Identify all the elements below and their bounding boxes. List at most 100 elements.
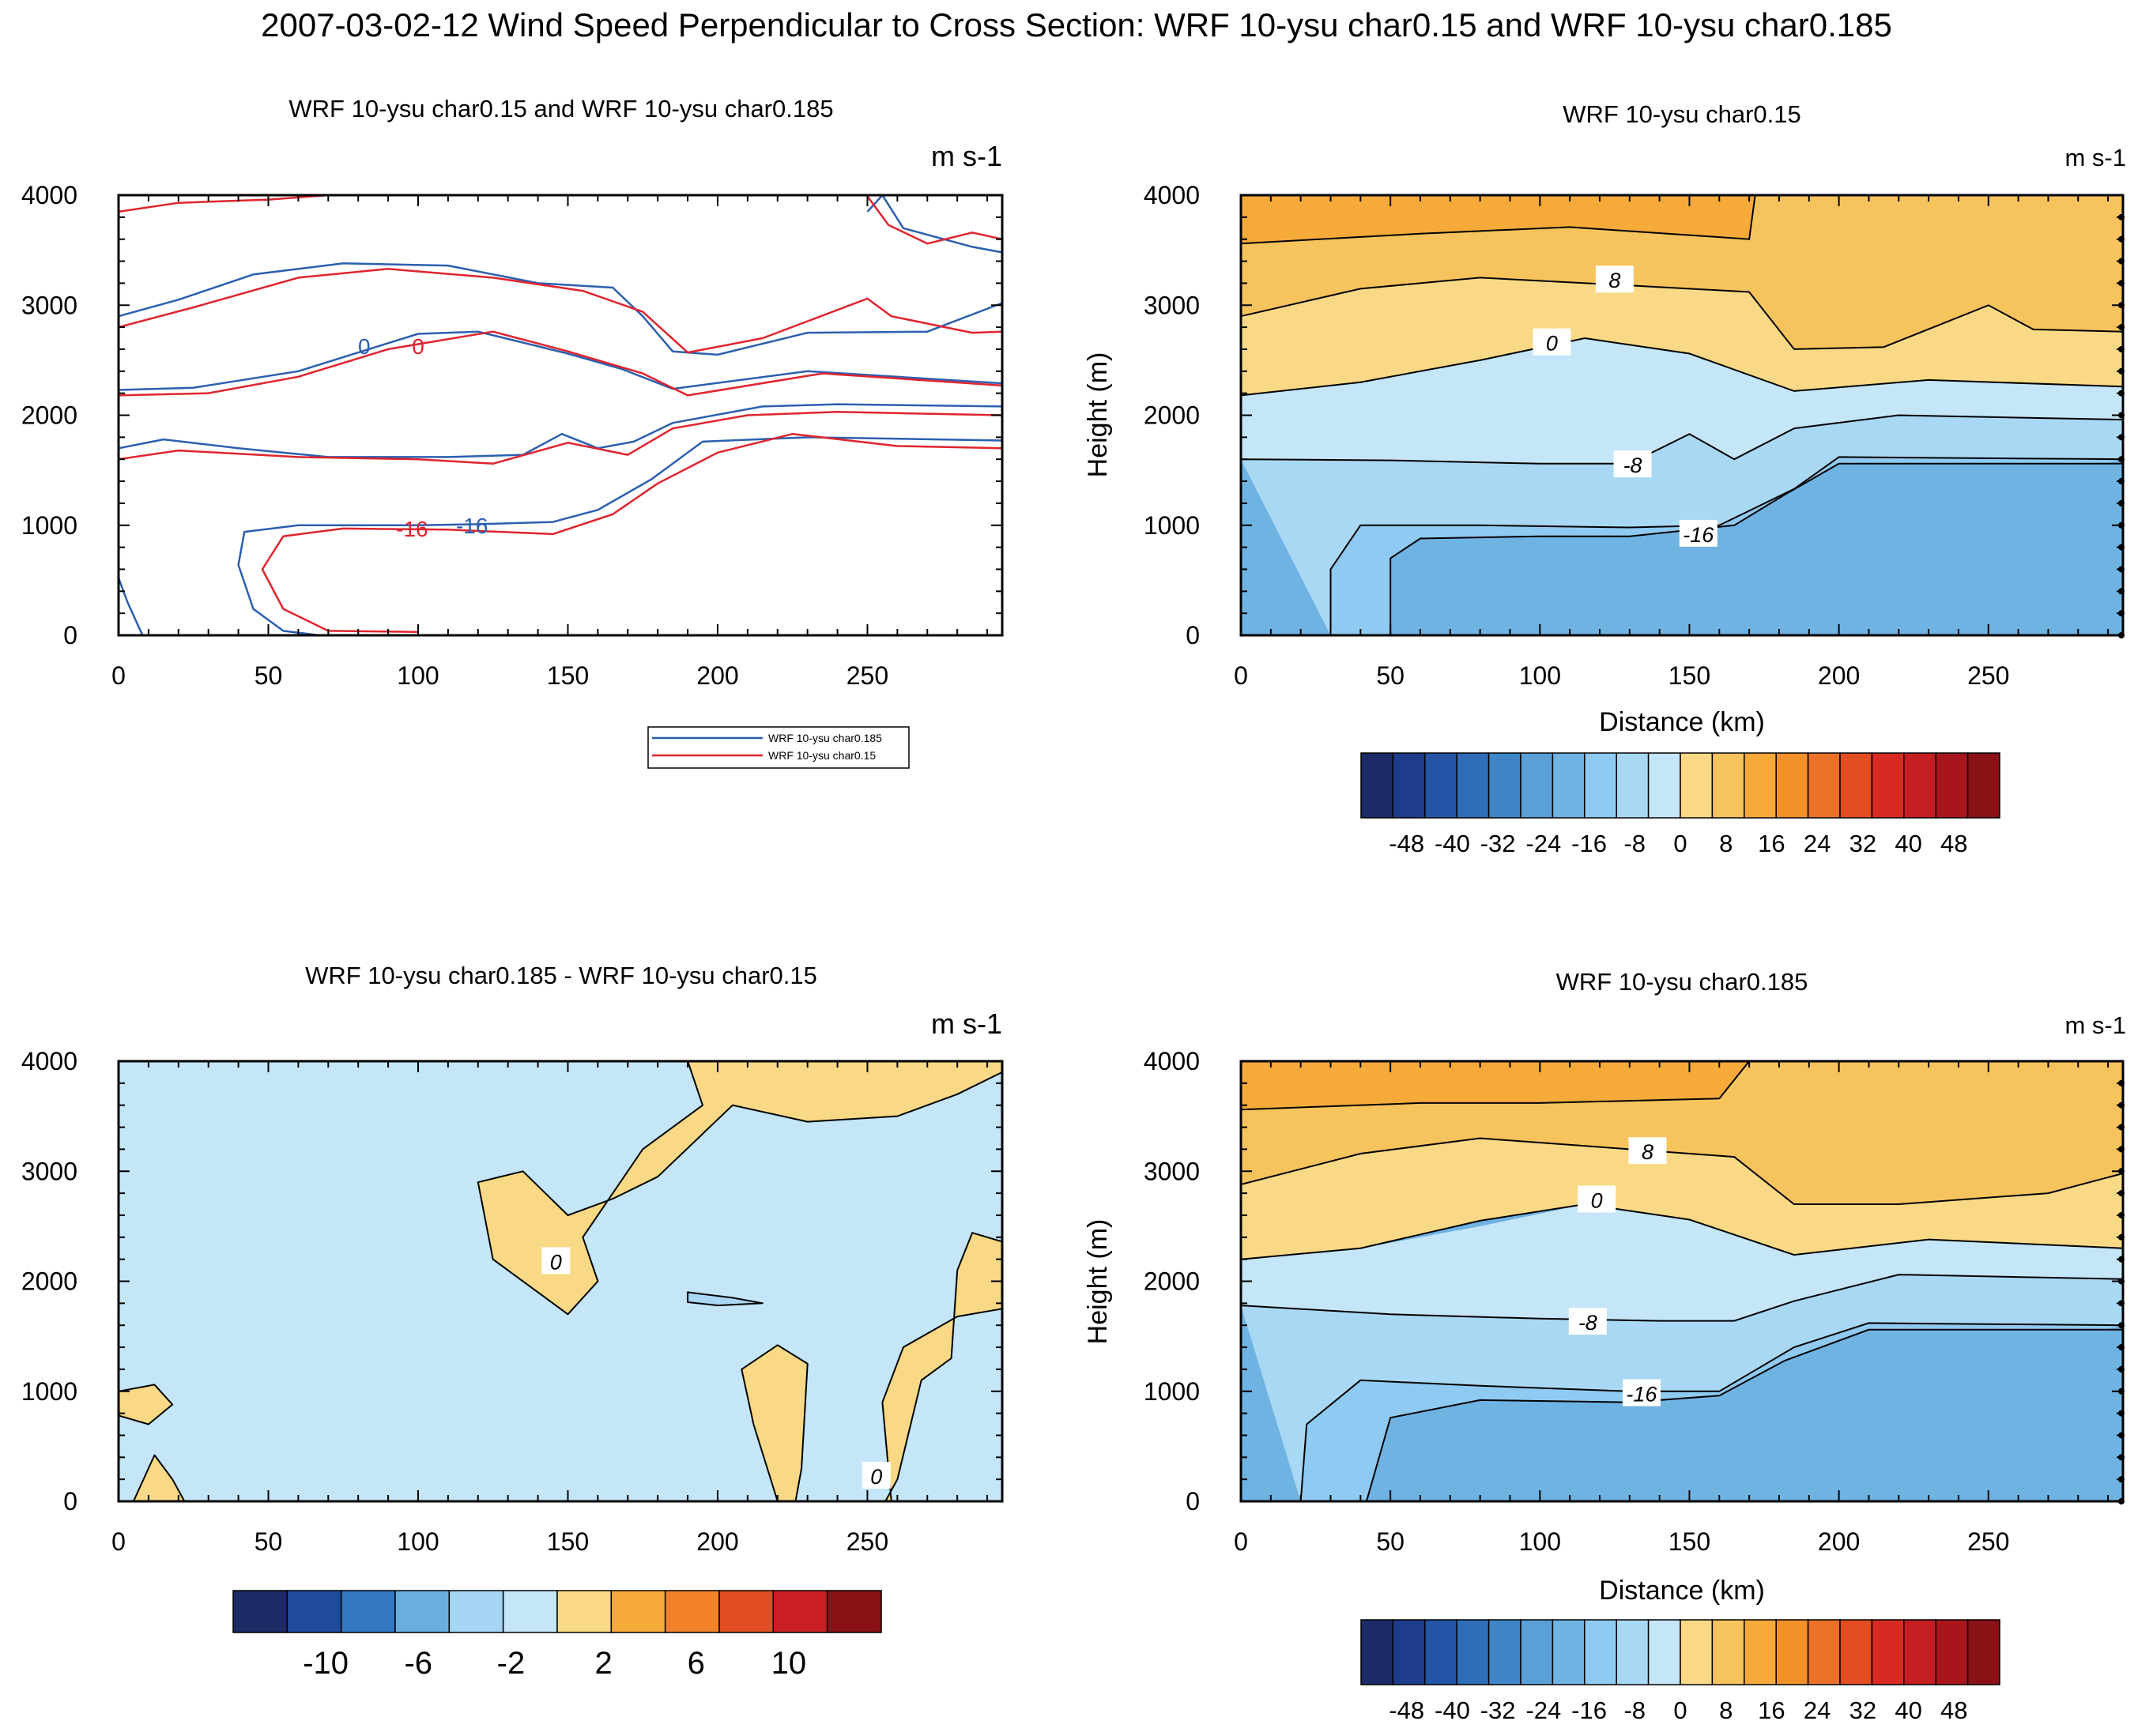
contour-labels: 00 (541, 1247, 891, 1489)
colorbar-cell (1711, 752, 1745, 819)
colorbar-cell (1616, 752, 1650, 819)
colorbar-cell (1424, 752, 1457, 819)
contour-line (261, 432, 1003, 634)
colorbar-cell (1552, 752, 1586, 819)
contour-label-bg (541, 1247, 571, 1275)
contour-band (1241, 1275, 2123, 1501)
contour-region (881, 1232, 1003, 1502)
colorbar-cell (286, 1590, 342, 1633)
colorbar-label: 16 (1758, 1696, 1785, 1724)
x-tick-label: 0 (111, 1527, 126, 1556)
legend-box (647, 726, 910, 769)
contour-line (1240, 337, 2124, 397)
colorbar-label: -48 (1389, 830, 1424, 857)
y-tick-label: 3000 (1144, 1157, 1200, 1185)
contour-band (1241, 1204, 2123, 1321)
contour-label: -8 (1623, 454, 1642, 477)
colorbar-cell (1966, 1619, 2000, 1685)
contour-label: -16 (1626, 1383, 1657, 1406)
contour-label: -16 (396, 517, 428, 541)
colorbar-cell (1903, 752, 1936, 819)
contour-line (866, 195, 1003, 245)
contour-line (1240, 1137, 2124, 1205)
colorbar-cell (502, 1590, 558, 1633)
colorbar-cell (826, 1590, 882, 1633)
x-tick-label: 150 (1668, 1527, 1710, 1556)
units-label: m s-1 (2065, 144, 2127, 171)
colorbar-cell (1360, 1619, 1394, 1685)
colorbar-label: -24 (1525, 830, 1561, 857)
contour-label-bg (1595, 265, 1634, 293)
colorbar-label: 0 (1673, 1696, 1687, 1724)
colorbar-cell (1775, 752, 1809, 819)
colorbar-cell (1935, 1619, 1969, 1685)
colorbar-cell (1520, 1619, 1554, 1685)
colorbar-cell (1520, 752, 1554, 819)
contour-label-bg (1679, 519, 1717, 547)
y-tick-label: 2000 (1144, 401, 1200, 430)
x-tick-label: 50 (1376, 661, 1405, 690)
contour-band (1366, 1329, 2123, 1501)
x-tick-label: 100 (397, 1527, 439, 1556)
y-tick-label: 1000 (1144, 1377, 1200, 1406)
x-tick-label: 0 (1234, 1527, 1248, 1556)
x-tick-label: 100 (1519, 661, 1561, 690)
contour-label: -16 (1683, 523, 1714, 547)
y-tick-label: 4000 (1144, 181, 1200, 209)
contour-band (1390, 463, 2123, 635)
colorbar: -48 -40 -32 -24 -16 -8 0 8 16 24 32 40 48 (1360, 1619, 2000, 1724)
panel-title: WRF 10-ysu char0.185 - WRF 10-ysu char0.… (305, 962, 817, 989)
x-axis-label: Distance (km) (1599, 1576, 1765, 1606)
x-tick-label: 250 (846, 1527, 888, 1556)
contour-label-bg (1578, 1185, 1616, 1213)
x-tick-label: 250 (1967, 1527, 2009, 1556)
colorbar-cell (1966, 752, 2000, 819)
colorbar-label: -16 (1571, 830, 1607, 857)
colorbar-label: 40 (1895, 1696, 1921, 1724)
y-axis-label: Height (m) (1083, 1219, 1113, 1345)
axes: 0 50 100 150 200 250 0 1000 2000 3000 4000 (21, 181, 1004, 690)
panel-title: WRF 10-ysu char0.15 (1563, 100, 1801, 128)
contour-region (741, 1344, 809, 1502)
colorbar-cell (1647, 1619, 1681, 1685)
x-tick-label: 150 (1668, 661, 1710, 690)
contour-line (118, 268, 1003, 354)
contour-line (117, 578, 144, 636)
colorbar-cell (556, 1590, 613, 1633)
contour-line (118, 330, 1003, 397)
y-tick-label: 2000 (21, 401, 77, 430)
contour-labels: 8 0 -8 -16 (1568, 1079, 2125, 1504)
filled-contours (1240, 1060, 2124, 1502)
units-label: m s-1 (931, 140, 1002, 172)
colorbar-cell (1903, 1619, 1936, 1685)
x-tick-label: 200 (696, 661, 738, 690)
contour-label: -16 (456, 514, 488, 538)
legend-label-185: WRF 10-ysu char0.185 (768, 732, 882, 744)
contour-line (1240, 1274, 2124, 1322)
colorbar-cell (1871, 1619, 1905, 1685)
y-tick-label: 2000 (1144, 1267, 1200, 1296)
x-tick-label: 100 (397, 661, 439, 690)
colorbar-cell (664, 1590, 720, 1633)
contour-line (118, 330, 1003, 391)
colorbar-label: 6 (688, 1646, 705, 1681)
colorbar-cell (772, 1590, 828, 1633)
colorbar-cell (1392, 1619, 1426, 1685)
x-axis-label: Distance (km) (1599, 707, 1765, 737)
y-tick-label: 0 (1186, 1487, 1200, 1516)
contour-label: 0 (1591, 1188, 1603, 1212)
contour-label-bg (862, 1461, 891, 1489)
contour-line (866, 194, 1003, 254)
x-tick-label: 150 (547, 661, 589, 690)
colorbar-label: 48 (1940, 1696, 1967, 1724)
contour-label: 0 (550, 1250, 562, 1274)
contour-band (1241, 1061, 2123, 1204)
colorbar-cell (232, 1590, 288, 1633)
panel-title: WRF 10-ysu char0.185 (1556, 968, 1808, 996)
colorbar-cell (610, 1590, 666, 1633)
contour-band (1241, 338, 2123, 464)
colorbar-cell (1935, 752, 1969, 819)
legend: WRF 10-ysu char0.185 WRF 10-ysu char0.15 (647, 726, 910, 769)
colorbar-label: -24 (1525, 1696, 1561, 1724)
contour-label: 0 (412, 334, 424, 359)
